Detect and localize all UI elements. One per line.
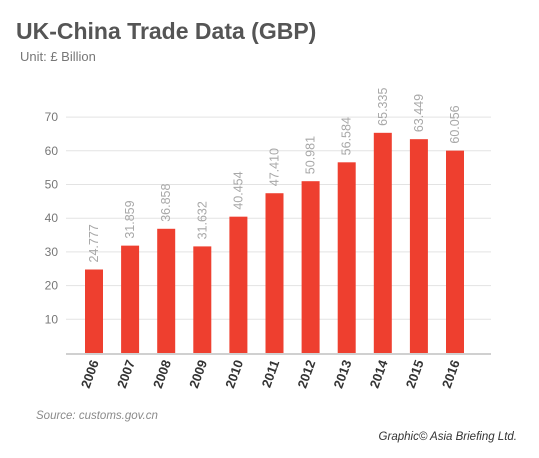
x-tick-label: 2010 [222,358,246,390]
data-label: 63.449 [412,94,426,132]
bar [301,181,320,353]
data-label: 56.584 [340,117,354,155]
bars [85,132,464,353]
y-tick-label: 20 [45,279,59,293]
data-label: 60.056 [448,105,462,143]
bar [193,246,212,353]
y-tick-label: 60 [45,144,59,158]
data-label: 47.410 [268,148,282,186]
x-tick-label: 2014 [367,357,391,390]
data-label: 31.632 [195,201,209,239]
y-tick-label: 10 [45,312,59,326]
x-tick-label: 2012 [294,358,318,390]
x-tick-label: 2007 [114,358,138,390]
bar [446,150,464,353]
data-label: 31.859 [123,200,137,238]
y-axis-ticks: 10 20 30 40 50 60 70 [45,110,59,326]
x-tick-label: 2013 [331,358,355,390]
data-labels: 24.777 31.859 36.858 31.632 40.454 47.410 50.9… [87,88,462,263]
x-tick-label: 2006 [78,358,102,390]
x-tick-label: 2016 [439,358,463,390]
x-tick-label: 2009 [186,358,210,390]
x-tick-label: 2011 [259,358,283,390]
y-tick-label: 40 [45,211,59,225]
bar [265,193,284,353]
y-tick-label: 30 [45,245,59,259]
chart-subtitle: Unit: £ Billion [20,49,96,64]
bar [409,139,428,353]
bar [85,269,103,353]
y-tick-label: 50 [45,178,59,192]
bar [373,132,392,353]
bar [337,162,356,353]
x-tick-label: 2008 [150,358,174,390]
bar [121,245,140,353]
data-label: 40.454 [231,171,245,209]
x-tick-label: 2015 [403,358,427,390]
x-axis-ticks: 2006 2007 2008 2009 2010 2011 2012 2013 2014 2015… [78,357,463,390]
data-label: 24.777 [87,224,101,262]
bar [229,216,248,353]
data-label: 65.335 [376,88,390,126]
source-note: Source: customs.gov.cn [36,410,158,422]
data-label: 36.858 [159,184,173,222]
y-tick-label: 70 [45,110,59,124]
chart-title: UK-China Trade Data (GBP) [16,18,317,44]
bar [157,228,176,353]
data-label: 50.981 [304,136,318,174]
graphic-credit: Graphic© Asia Briefing Ltd. [378,431,517,443]
